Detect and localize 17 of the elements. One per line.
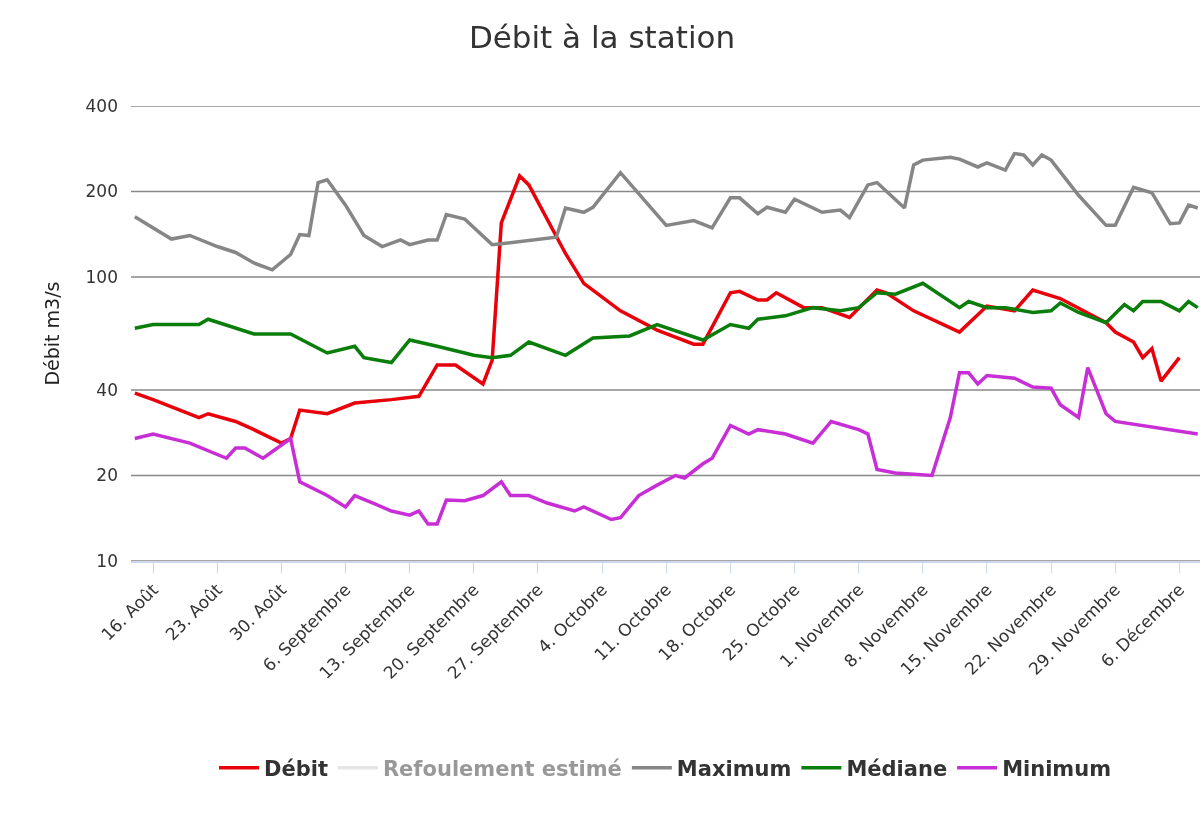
y-tick-label: 200 xyxy=(85,181,118,202)
y-axis-title: Débit m3/s xyxy=(41,281,64,386)
line-series xyxy=(133,365,1200,526)
legend-label: Débit xyxy=(264,756,328,781)
line-series xyxy=(133,151,1200,272)
line-series xyxy=(133,174,1182,445)
legend-label: Médiane xyxy=(846,756,948,781)
y-tick-label: 100 xyxy=(85,266,118,287)
legend-label: Refoulement estimé xyxy=(382,756,622,781)
y-tick-label: 20 xyxy=(96,465,118,486)
legend-label: Minimum xyxy=(1002,756,1112,781)
y-tick-label: 40 xyxy=(96,379,118,400)
legend-label: Maximum xyxy=(676,756,792,781)
y-tick-label: 400 xyxy=(85,95,118,116)
y-tick-label: 10 xyxy=(96,550,118,571)
line-series xyxy=(133,281,1200,365)
chart-title: Débit à la station xyxy=(468,18,736,55)
